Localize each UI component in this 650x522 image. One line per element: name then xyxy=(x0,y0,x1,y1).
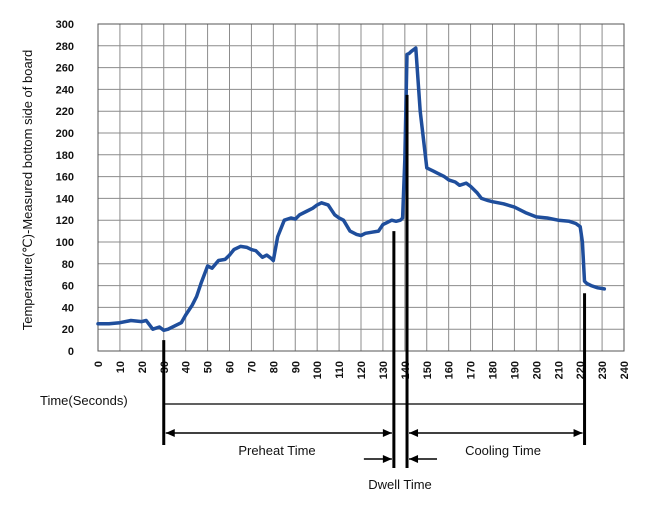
dwell-time-label: Dwell Time xyxy=(368,477,432,492)
series-group xyxy=(96,46,607,333)
x-tick-label-40: 40 xyxy=(181,361,193,373)
y-tick-label-220: 220 xyxy=(56,106,74,118)
grid xyxy=(97,23,625,352)
preheat-arrow-right xyxy=(382,429,392,437)
phase-markers xyxy=(162,94,587,468)
y-tick-label-260: 260 xyxy=(56,63,74,75)
x-tick-label-120: 120 xyxy=(356,361,368,379)
y-tick-label-120: 120 xyxy=(56,215,74,227)
plot-frame xyxy=(97,23,625,352)
x-tick-label-160: 160 xyxy=(444,361,456,379)
y-tick-label-80: 80 xyxy=(62,259,74,271)
y-tick-label-300: 300 xyxy=(56,19,74,31)
dwell-arrow-right-head xyxy=(409,455,419,463)
y-tick-label-0: 0 xyxy=(68,346,74,358)
x-tick-label-200: 200 xyxy=(531,361,543,379)
x-tick-label-50: 50 xyxy=(203,361,215,373)
x-tick-label-90: 90 xyxy=(290,361,302,373)
y-tick-label-160: 160 xyxy=(56,172,74,184)
x-tick-label-190: 190 xyxy=(509,361,521,379)
x-tick-label-240: 240 xyxy=(619,361,631,379)
y-tick-label-100: 100 xyxy=(56,237,74,249)
y-tick-label-140: 140 xyxy=(56,193,74,205)
y-tick-label-240: 240 xyxy=(56,84,74,96)
y-tick-label-180: 180 xyxy=(56,150,74,162)
x-tick-label-180: 180 xyxy=(488,361,500,379)
x-tick-label-150: 150 xyxy=(422,361,434,379)
preheat-arrow-left xyxy=(165,429,175,437)
cooling-time-label: Cooling Time xyxy=(465,443,541,458)
x-tick-label-170: 170 xyxy=(466,361,478,379)
dwell-arrow-left-head xyxy=(382,455,392,463)
x-tick-label-10: 10 xyxy=(115,361,127,373)
y-tick-label-40: 40 xyxy=(62,302,74,314)
y-axis-ticks: 0 20 40 60 80 100 120 140 160 180 200 220 240 260 280 3… xyxy=(56,19,74,358)
x-tick-label-60: 60 xyxy=(225,361,237,373)
temperature-series-line xyxy=(96,46,607,333)
y-axis-label: Temperature(℃)-Measured bottom side of b… xyxy=(20,50,35,331)
y-tick-label-60: 60 xyxy=(62,281,74,293)
x-tick-label-100: 100 xyxy=(312,361,324,379)
x-tick-label-0: 0 xyxy=(93,361,105,367)
x-tick-label-130: 130 xyxy=(378,361,390,379)
y-tick-label-200: 200 xyxy=(56,128,74,140)
preheat-time-label: Preheat Time xyxy=(238,443,315,458)
y-tick-label-280: 280 xyxy=(56,41,74,53)
x-axis-label: Time(Seconds) xyxy=(40,393,128,408)
cooling-arrow-right xyxy=(573,429,583,437)
y-tick-label-20: 20 xyxy=(62,324,74,336)
x-tick-label-110: 110 xyxy=(334,361,346,379)
x-tick-label-210: 210 xyxy=(553,361,565,379)
x-axis-ticks: 0102030405060708090100110120130140150160… xyxy=(93,361,631,379)
x-tick-label-80: 80 xyxy=(268,361,280,373)
x-tick-label-230: 230 xyxy=(597,361,609,379)
cooling-arrow-left xyxy=(409,429,419,437)
x-tick-label-70: 70 xyxy=(246,361,258,373)
x-tick-label-20: 20 xyxy=(137,361,149,373)
